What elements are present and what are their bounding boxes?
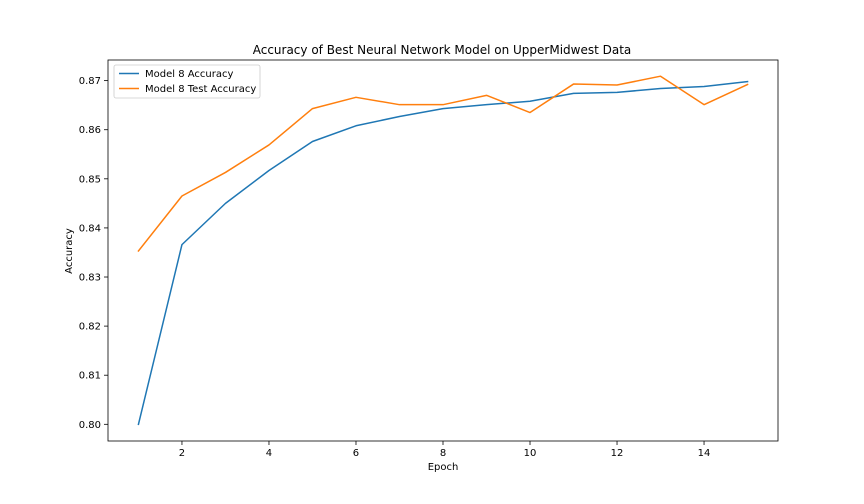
legend-box — [113, 64, 261, 99]
series-line-1 — [137, 75, 749, 253]
x-tick-label: 10 — [524, 448, 537, 459]
y-tick-label: 0.87 — [79, 76, 101, 87]
plot-area — [107, 59, 779, 442]
legend: Model 8 Accuracy Model 8 Test Accuracy — [113, 64, 261, 99]
x-tick-label: 12 — [611, 448, 624, 459]
chart-title: Accuracy of Best Neural Network Model on… — [253, 43, 632, 57]
x-tick-label: 4 — [266, 448, 272, 459]
y-axis-ticks: 0.80 0.81 0.82 0.83 0.84 0.85 0.86 0.87 — [79, 76, 108, 431]
y-tick-label: 0.84 — [79, 223, 101, 234]
x-tick-label: 2 — [179, 448, 185, 459]
series-line-0 — [137, 80, 749, 426]
y-axis-label: Accuracy — [64, 228, 75, 274]
x-tick-label: 8 — [440, 448, 446, 459]
y-tick-label: 0.80 — [79, 420, 101, 431]
x-axis-ticks: 2 4 6 8 10 12 14 — [179, 441, 711, 459]
x-tick-label: 6 — [353, 448, 359, 459]
plot-background — [108, 60, 778, 441]
x-axis-label: Epoch — [428, 462, 459, 473]
y-tick-label: 0.83 — [79, 273, 101, 284]
legend-label-accuracy: Model 8 Accuracy — [145, 69, 233, 80]
y-tick-label: 0.85 — [79, 174, 101, 185]
y-tick-label: 0.82 — [79, 322, 101, 333]
y-tick-label: 0.86 — [79, 125, 101, 136]
x-tick-label: 14 — [698, 448, 711, 459]
y-tick-label: 0.81 — [79, 371, 101, 382]
series-lines — [137, 75, 749, 426]
legend-label-test-accuracy: Model 8 Test Accuracy — [145, 84, 256, 95]
